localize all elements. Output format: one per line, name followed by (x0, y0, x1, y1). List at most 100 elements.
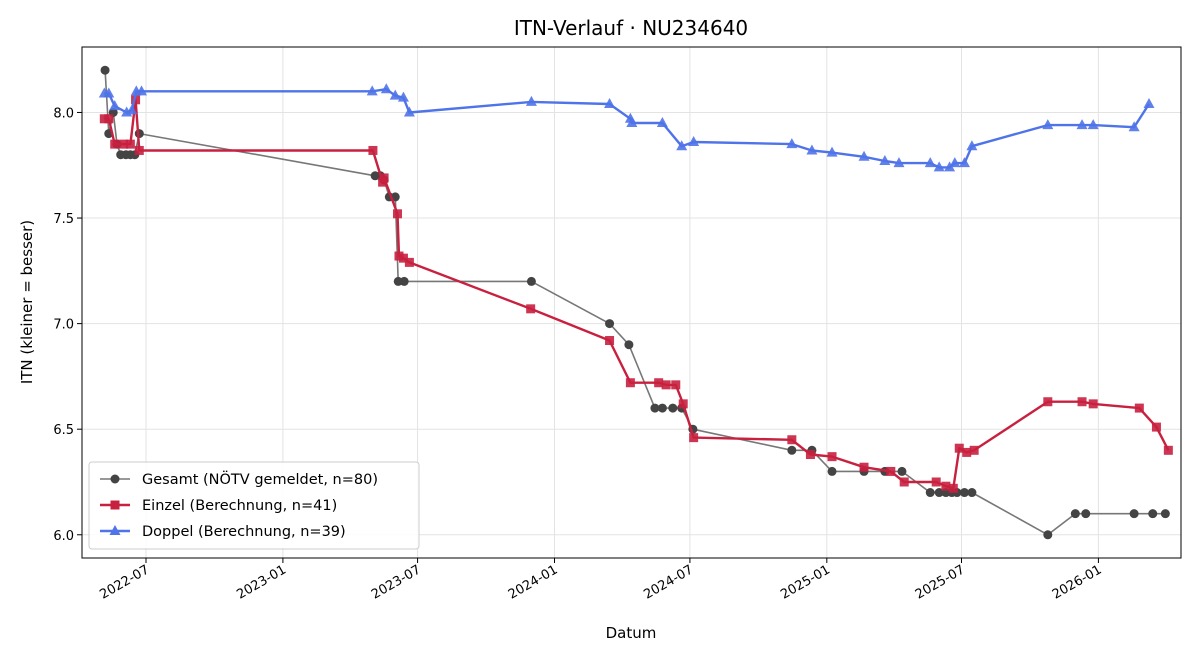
legend-box (88, 461, 420, 550)
data-point (656, 117, 668, 128)
data-point (604, 98, 616, 109)
data-point (403, 106, 415, 117)
series-triangle (98, 83, 1155, 172)
x-tick-label: 2025-07 (913, 562, 968, 602)
data-point (1129, 509, 1139, 519)
series-line (104, 98, 1170, 490)
data-point (136, 85, 148, 96)
data-point (1134, 403, 1144, 413)
data-point (109, 100, 121, 111)
data-point (368, 145, 378, 155)
x-axis-label: Datum (606, 624, 657, 642)
data-point (389, 89, 401, 100)
data-point (626, 117, 638, 128)
data-point (944, 161, 956, 172)
data-point (1081, 509, 1091, 519)
y-axis-label: ITN (kleiner = besser) (18, 220, 36, 384)
data-point (827, 452, 837, 462)
data-point (933, 161, 945, 172)
data-point (134, 145, 144, 155)
data-point (605, 319, 615, 329)
legend-marker (109, 525, 121, 535)
x-tick-label: 2023-07 (369, 562, 424, 602)
legend-label: Einzel (Berechnung, n=41) (142, 498, 337, 514)
data-point (624, 340, 634, 350)
data-point (1160, 509, 1170, 519)
data-point (119, 139, 129, 149)
y-tick-label: 7.5 (53, 212, 74, 227)
data-point (103, 87, 115, 98)
data-point (1163, 445, 1173, 455)
data-point (625, 378, 635, 388)
data-point (657, 403, 667, 413)
data-point (1070, 509, 1080, 519)
x-tick-label: 2024-07 (641, 562, 696, 602)
data-point (879, 155, 891, 166)
legend-label: Gesamt (NÖTV gemeldet, n=80) (142, 470, 378, 488)
series-layer (98, 65, 1173, 540)
data-point (924, 157, 936, 168)
data-point (899, 477, 909, 487)
data-point (104, 114, 114, 124)
data-point (650, 403, 660, 413)
data-point (1043, 397, 1053, 407)
x-tick-label: 2023-01 (234, 562, 289, 602)
data-point (366, 85, 378, 96)
data-point (827, 466, 837, 476)
data-point (931, 477, 941, 487)
data-point (398, 253, 408, 263)
data-point (125, 139, 135, 149)
data-point (654, 378, 664, 388)
data-point (676, 140, 688, 151)
data-point (1088, 399, 1098, 409)
data-point (678, 399, 688, 409)
series-square (99, 95, 1173, 493)
data-point (525, 95, 537, 106)
data-point (399, 276, 409, 286)
data-point (1143, 98, 1155, 109)
data-point (671, 380, 681, 390)
data-point (1042, 119, 1054, 130)
legend: Gesamt (NÖTV gemeldet, n=80) Einzel (Bere… (88, 461, 420, 550)
data-point (1148, 509, 1158, 519)
data-point (897, 466, 907, 476)
data-point (126, 104, 138, 115)
x-tick-label: 2026-01 (1050, 562, 1105, 602)
data-point (404, 257, 414, 267)
legend-label: Doppel (Berechnung, n=39) (142, 524, 346, 540)
data-point (954, 443, 964, 453)
data-point (110, 139, 120, 149)
data-point (969, 445, 979, 455)
data-point (1076, 119, 1088, 130)
chart-title: ITN-Verlauf · NU234640 (514, 16, 748, 40)
data-point (805, 450, 815, 460)
data-point (886, 466, 896, 476)
data-point (858, 150, 870, 161)
data-point (689, 433, 699, 443)
y-tick-label: 7.0 (53, 318, 74, 333)
data-point (859, 462, 869, 472)
data-point (786, 138, 798, 149)
data-point (1087, 119, 1099, 130)
data-point (967, 488, 977, 498)
legend-marker (110, 500, 120, 510)
grid (82, 47, 1181, 558)
data-point (948, 483, 958, 493)
data-point (131, 95, 141, 105)
data-point (962, 447, 972, 457)
data-point (958, 157, 970, 168)
plot-frame (81, 46, 1182, 559)
y-tick-label: 6.0 (53, 529, 74, 544)
legend-marker (110, 474, 120, 484)
x-tick-label: 2024-01 (506, 562, 561, 602)
x-tick-label: 2025-01 (778, 562, 833, 602)
data-point (526, 304, 536, 314)
data-point (688, 136, 700, 147)
y-tick-label: 6.5 (53, 423, 74, 438)
y-tick-label: 8.0 (53, 106, 74, 121)
data-point (526, 276, 536, 286)
data-point (661, 380, 671, 390)
data-point (379, 173, 389, 183)
data-point (1043, 530, 1053, 540)
x-tick-label: 2022-07 (97, 562, 152, 602)
